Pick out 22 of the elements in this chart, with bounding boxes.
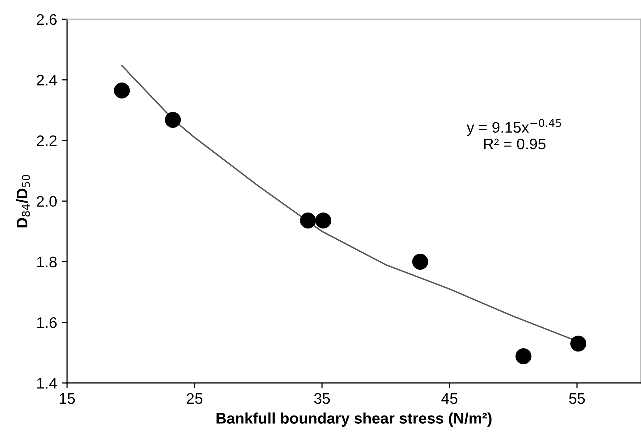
point bbox=[316, 212, 332, 229]
point bbox=[412, 254, 428, 270]
x-tick-label: 25 bbox=[187, 393, 203, 404]
point bbox=[114, 82, 130, 99]
y-axis-title: D$_{84}$/D$_{50}$ bbox=[16, 175, 30, 228]
x-tick-label: 45 bbox=[442, 393, 458, 404]
point bbox=[516, 348, 532, 365]
annotation: y = 9.15x$^{−0.45}$ R² = 0.95 bbox=[466, 119, 562, 150]
x-tick-label: 55 bbox=[569, 393, 586, 404]
y-tick-label: 2.4 bbox=[37, 74, 58, 86]
y-tick-label: 1.4 bbox=[38, 378, 58, 389]
x-axis-title: Bankfull boundary shear stress (N/m²) bbox=[216, 412, 492, 427]
y-tick-label: 2.0 bbox=[37, 196, 57, 208]
y-tick-label: 1.6 bbox=[38, 317, 57, 328]
y-tick-label: 1.8 bbox=[38, 256, 57, 268]
point bbox=[300, 212, 316, 229]
point bbox=[570, 336, 587, 352]
y-tick-label: 2.6 bbox=[37, 14, 57, 26]
y-tick-label: 2.2 bbox=[37, 136, 57, 146]
x-tick-label: 15 bbox=[60, 393, 76, 404]
x-tick-label: 35 bbox=[314, 393, 330, 404]
point bbox=[165, 112, 182, 128]
